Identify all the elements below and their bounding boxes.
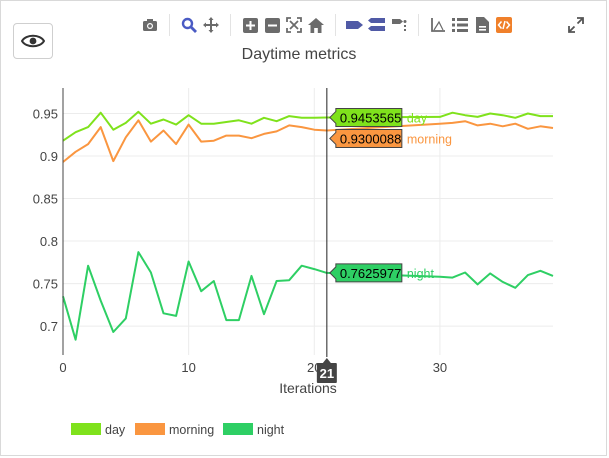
- axis-button[interactable]: [427, 14, 449, 36]
- hover-x-label-box: [316, 363, 337, 383]
- series-line-morning[interactable]: [62, 119, 554, 163]
- hover-label-value: 0.9453565: [340, 110, 401, 125]
- expand-button[interactable]: [565, 14, 587, 36]
- legend-swatch: [223, 423, 253, 435]
- toggle-visibility-button[interactable]: [13, 23, 53, 59]
- code-icon: [496, 17, 512, 33]
- hover-label-box: [329, 128, 403, 148]
- legend-swatch: [71, 423, 101, 435]
- autoscale-button[interactable]: [283, 14, 305, 36]
- hover-label-name: morning: [407, 132, 452, 146]
- home-icon: [308, 17, 324, 33]
- modebar: [131, 13, 523, 37]
- legend-item-night[interactable]: night: [223, 423, 285, 437]
- zoom-out-button[interactable]: [261, 14, 283, 36]
- y-tick-label: 0.85: [33, 192, 58, 207]
- camera-icon: [143, 19, 157, 31]
- hover-label-box: [329, 107, 403, 127]
- file-button[interactable]: [471, 14, 493, 36]
- axis-icon: [431, 18, 445, 32]
- download-png-button[interactable]: [139, 14, 161, 36]
- legend-swatch: [135, 423, 165, 435]
- series-line-day[interactable]: [62, 110, 553, 142]
- zoom-in-button[interactable]: [239, 14, 261, 36]
- legend-label: morning: [169, 423, 214, 437]
- series-line-night[interactable]: [62, 251, 554, 341]
- pan-button[interactable]: [200, 14, 222, 36]
- list-icon: [452, 18, 468, 32]
- hover-x-label-arrow: [322, 358, 331, 363]
- hover-label-box: [329, 263, 403, 283]
- legend-label: night: [257, 423, 285, 437]
- x-tick-label: 30: [433, 360, 447, 375]
- legend-item-day[interactable]: day: [71, 423, 126, 437]
- y-tick-label: 0.9: [40, 149, 58, 164]
- autoscale-icon: [286, 17, 302, 33]
- hover-x-label: 21: [316, 358, 337, 383]
- y-tick-label: 0.7: [40, 319, 58, 334]
- eye-icon: [21, 34, 45, 48]
- code-button[interactable]: [493, 14, 515, 36]
- closest-hover-icon: [392, 19, 407, 31]
- spike-lines-icon: [346, 21, 363, 29]
- y-tick-label: 0.75: [33, 277, 58, 292]
- reset-axes-button[interactable]: [305, 14, 327, 36]
- hover-label-night: 0.7625977 night: [329, 263, 435, 283]
- hover-label-name: day: [407, 111, 428, 125]
- chart-title: Daytime metrics: [242, 46, 357, 63]
- closest-hover-button[interactable]: [388, 14, 410, 36]
- file-icon: [475, 17, 489, 33]
- expand-icon: [568, 17, 584, 33]
- zoom-out-icon: [264, 17, 280, 33]
- compare-hover-button[interactable]: [366, 14, 388, 36]
- hover-label-morning: 0.9300088 morning: [329, 128, 452, 148]
- zoom-icon: [181, 17, 197, 33]
- hover-label-value: 0.9300088: [340, 131, 401, 146]
- zoom-button[interactable]: [178, 14, 200, 36]
- compare-hover-icon: [368, 18, 385, 31]
- x-tick-label: 10: [181, 360, 195, 375]
- list-button[interactable]: [449, 14, 471, 36]
- y-tick-label: 0.95: [33, 107, 58, 122]
- zoom-in-icon: [242, 17, 258, 33]
- x-axis-title: Iterations: [279, 380, 337, 396]
- spike-lines-button[interactable]: [344, 14, 366, 36]
- pan-icon: [203, 17, 219, 33]
- hover-x-label-text: 21: [320, 366, 334, 381]
- hover-label-value: 0.7625977: [340, 266, 401, 281]
- legend-label: day: [105, 423, 126, 437]
- x-tick-label: 0: [59, 360, 66, 375]
- hover-label-day: 0.9453565 day: [329, 107, 428, 127]
- y-tick-label: 0.8: [40, 234, 58, 249]
- legend-item-morning[interactable]: morning: [135, 423, 214, 437]
- hover-label-name: night: [407, 267, 435, 281]
